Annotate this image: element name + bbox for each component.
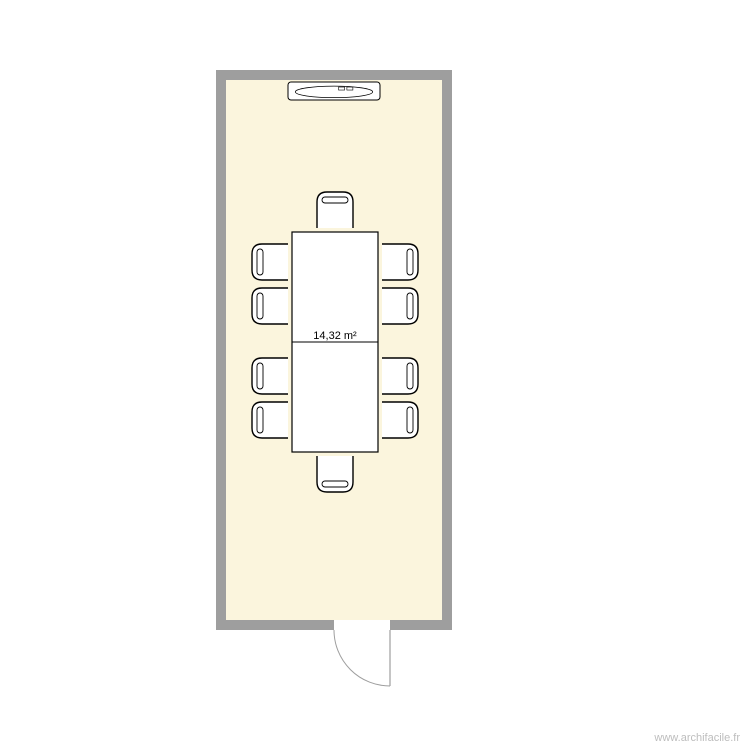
chair-right-3 [382,402,418,438]
chair-left-3 [252,402,288,438]
ac-unit [288,82,380,100]
chair-top [317,192,353,228]
chair-right-1 [382,288,418,324]
chair-right-0 [382,244,418,280]
door-opening [334,620,390,631]
chair-left-0 [252,244,288,280]
chair-left-1 [252,288,288,324]
watermark-text: www.archifacile.fr [654,732,740,744]
floor-plan-svg: 14,32 m² [0,0,750,750]
room-area-label: 14,32 m² [313,330,357,342]
floor-plan-canvas: 14,32 m² [0,0,750,750]
chair-bottom [317,456,353,492]
door-arc [334,630,390,686]
chair-right-2 [382,358,418,394]
chair-left-2 [252,358,288,394]
